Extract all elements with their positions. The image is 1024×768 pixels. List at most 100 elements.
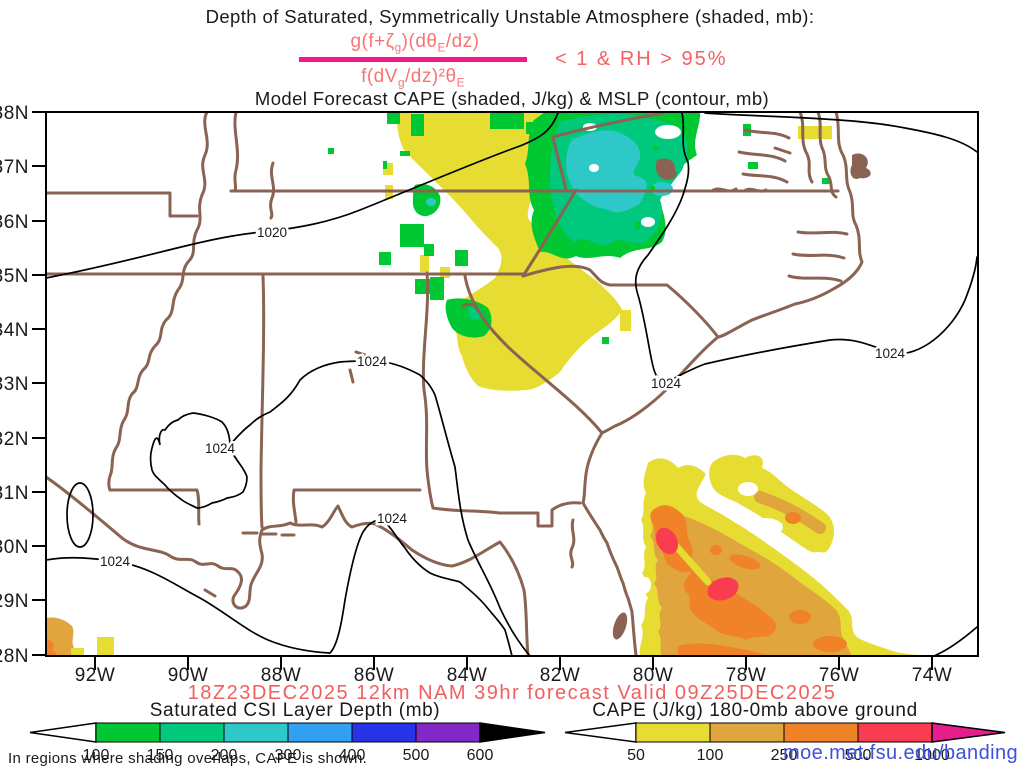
- csi-colorbar-right-arrow: [479, 722, 546, 743]
- small-rivers: [348, 146, 792, 384]
- contour-label-group: 1020 1024 1024 1024 1024 1024 1024: [97, 223, 908, 572]
- contour-1024-corner: [933, 626, 978, 656]
- cape-tick: 50: [627, 747, 645, 764]
- cape-legend-title: CAPE (J/kg) 180-0mb above ground: [592, 700, 918, 721]
- csi-tick: 300: [275, 747, 302, 764]
- csi-swatch: [223, 722, 289, 743]
- lat-label: 30N: [0, 537, 29, 558]
- cape-swatch: [783, 722, 859, 743]
- csi-tick: 500: [403, 747, 430, 764]
- lat-label: 32N: [0, 429, 29, 450]
- lat-label: 31N: [0, 483, 29, 504]
- gulf-coast: [46, 475, 530, 656]
- axis-ticks: [32, 111, 933, 670]
- state-borders: [46, 112, 871, 656]
- barrier-islands: [203, 531, 296, 598]
- lon-label: 84W: [447, 665, 488, 686]
- lon-axis: 92W 90W 88W 86W 84W 82W 80W 78W 76W 74W: [75, 665, 953, 686]
- csi-swatch: [287, 722, 353, 743]
- contour-1020: [46, 112, 559, 279]
- contour-1024-ne-arc: [704, 112, 978, 153]
- cape-tick: 1000: [914, 747, 950, 764]
- lat-axis: 38N 37N 36N 35N 34N 33N 32N 31N 30N 29N …: [0, 103, 29, 667]
- lat-label: 35N: [0, 266, 29, 287]
- contour-label: 1024: [377, 511, 408, 526]
- border-ga-fl: [431, 501, 582, 528]
- cape-canaveral: [612, 612, 628, 640]
- contour-1024-loop-la: [149, 412, 248, 509]
- cape-red-core-2: [707, 577, 739, 601]
- lon-label: 82W: [540, 665, 581, 686]
- mslp-contours: [46, 112, 978, 656]
- csi-colorbar-ticks: 100 150 200 300 400 500 600: [83, 747, 494, 764]
- border-nc-sc: [521, 264, 720, 339]
- contour-1024-oval: [66, 482, 94, 548]
- overlap-note: In regions where shading overlaps, CAPE …: [8, 750, 368, 767]
- csi-green-specks: [328, 112, 830, 344]
- formula-numerator: g(f+ζg)(dθE/dz): [350, 31, 480, 55]
- site-url: moe.met.fsu.edu/banding: [783, 742, 1018, 764]
- contour-label: 1024: [651, 376, 682, 391]
- contour-label: 1024: [205, 441, 236, 456]
- csi-swatch: [95, 722, 161, 743]
- st-johns-river: [569, 518, 576, 569]
- contour-1024-south: [46, 519, 513, 656]
- csi-tick: 100: [83, 747, 110, 764]
- csi-legend-title: Saturated CSI Layer Depth (mb): [149, 700, 441, 721]
- lat-label: 29N: [0, 591, 29, 612]
- contour-label: 1024: [875, 346, 906, 361]
- formula-denominator: f(dVg/dz)²θE: [361, 66, 465, 90]
- nc-sounds: [787, 230, 849, 283]
- border-ga-sc: [463, 274, 604, 435]
- fraction-bar: [299, 57, 527, 62]
- formula-condition: < 1 & RH > 95%: [555, 48, 728, 70]
- border-ms-al: [259, 274, 266, 529]
- lon-label: 86W: [354, 665, 395, 686]
- mississippi-river: [107, 112, 209, 492]
- lat-label: 34N: [0, 320, 29, 341]
- csi-swatch: [351, 722, 417, 743]
- lon-label: 88W: [261, 665, 302, 686]
- border-la-ms: [108, 488, 201, 526]
- shaded-fields: 1020 1024 1024 1024 1024 1024 1024: [46, 112, 978, 656]
- forecast-valid-line: 18Z23DEC2025 12km NAM 39hr forecast Vali…: [187, 682, 837, 704]
- subtitle: Model Forecast CAPE (shaded, J/kg) & MSL…: [254, 88, 770, 109]
- csi-tick: 600: [467, 747, 494, 764]
- cape-colorbar-right-arrow: [931, 722, 1006, 743]
- contour-1024-east: [634, 112, 978, 384]
- cape-colorbar-left-arrow: [564, 722, 637, 743]
- contour-1024-al: [229, 360, 531, 656]
- cape-sw-patch: [46, 617, 114, 656]
- cape-tick: 250: [771, 747, 798, 764]
- lon-label: 76W: [819, 665, 860, 686]
- border-ky-va: [551, 112, 665, 192]
- lon-label: 74W: [912, 665, 953, 686]
- csi-tick: 150: [147, 747, 174, 764]
- lon-label: 80W: [633, 665, 674, 686]
- lat-label: 38N: [0, 103, 29, 124]
- contour-label: 1024: [357, 354, 388, 369]
- contour-label: 1020: [257, 225, 287, 240]
- virginia-rivers: [737, 128, 791, 184]
- tn-ky-rivers: [233, 112, 276, 220]
- border-al-fl: [291, 488, 422, 524]
- cape-swatch: [857, 722, 933, 743]
- cape-red-core-1: [655, 527, 679, 555]
- contour-label: 1024: [100, 554, 131, 569]
- csi-swatch: [415, 722, 481, 743]
- cape-swatch: [709, 722, 785, 743]
- page-title: Depth of Saturated, Symmetrically Unstab…: [205, 6, 815, 27]
- cape-colorbar: 50 100 250 500 1000: [564, 722, 1006, 764]
- cape-tick: 100: [697, 747, 724, 764]
- lat-label: 28N: [0, 646, 29, 667]
- csi-tick: 400: [339, 747, 366, 764]
- lat-label: 33N: [0, 374, 29, 395]
- border-tn-nc: [521, 188, 578, 278]
- cape-tick: 500: [845, 747, 872, 764]
- csi-colorbar: 100 150 200 300 400 500 600: [29, 722, 546, 764]
- chesapeake-bay: [798, 112, 838, 199]
- cape-offshore: [639, 454, 933, 656]
- csi-tick: 200: [211, 747, 238, 764]
